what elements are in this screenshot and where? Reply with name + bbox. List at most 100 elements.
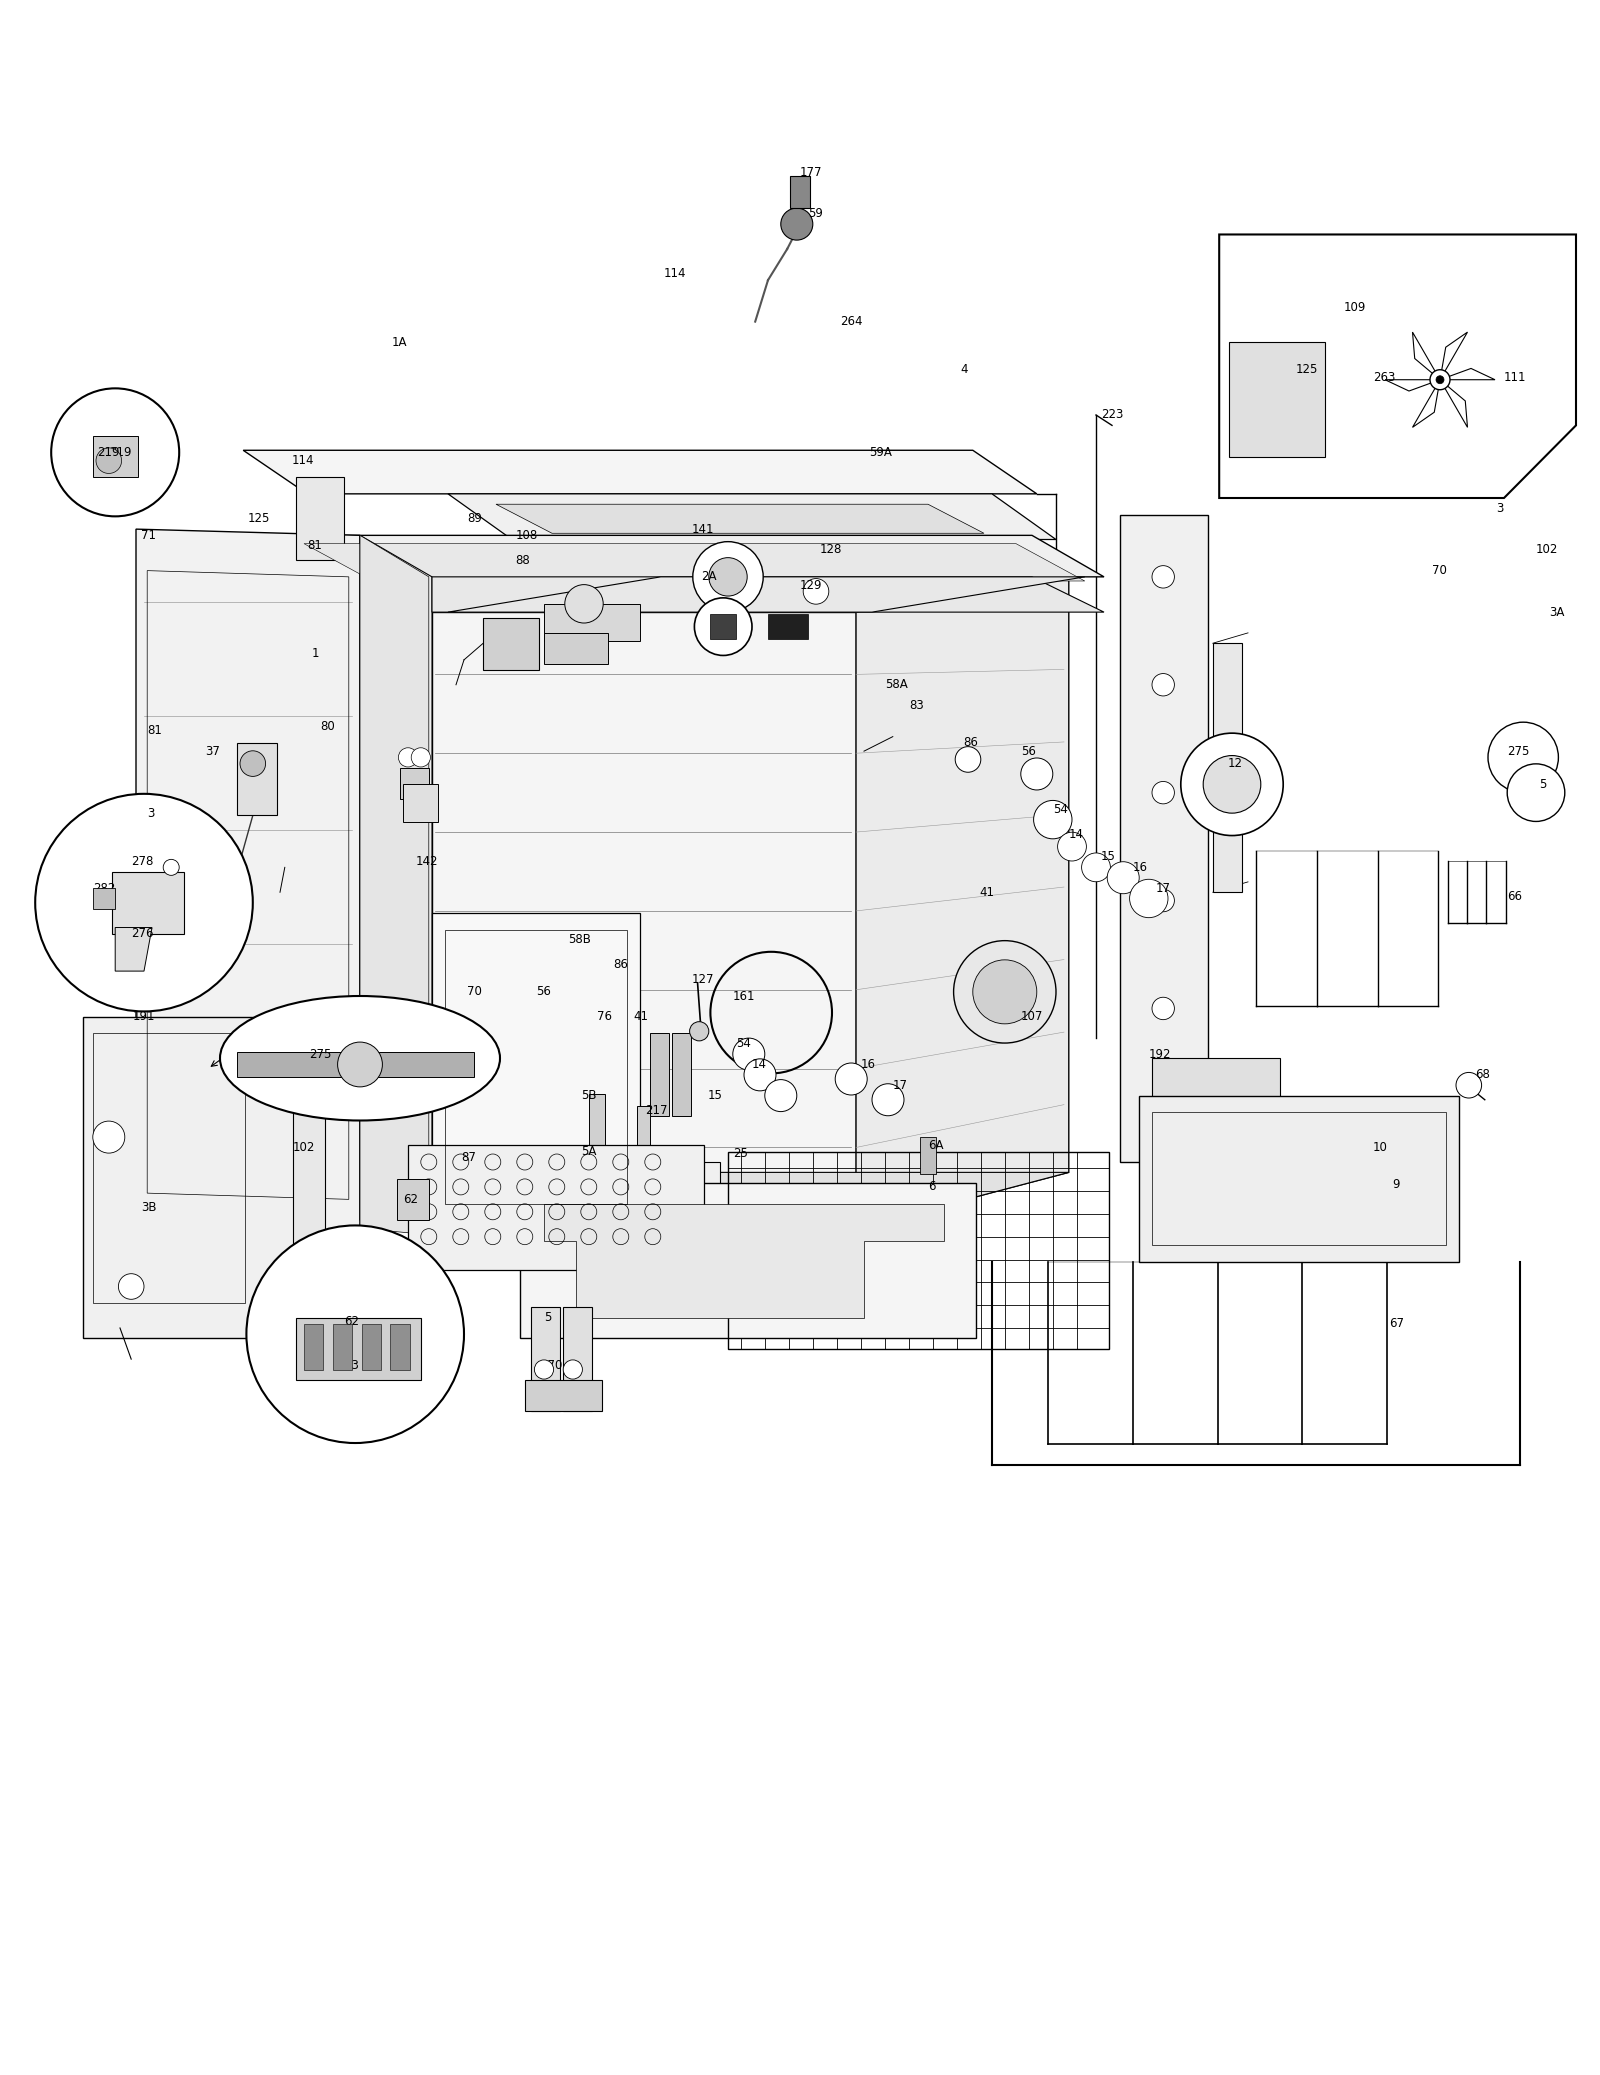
Polygon shape — [115, 928, 152, 971]
Circle shape — [1152, 566, 1174, 587]
Text: 86: 86 — [613, 959, 627, 971]
Circle shape — [955, 747, 981, 772]
Circle shape — [1152, 998, 1174, 1019]
Bar — [790, 176, 810, 208]
Bar — [293, 1017, 325, 1338]
Text: 25: 25 — [733, 1147, 747, 1160]
Text: 263: 263 — [1373, 371, 1395, 384]
Text: 5: 5 — [544, 1311, 552, 1324]
Circle shape — [690, 1021, 709, 1042]
Circle shape — [1082, 853, 1110, 882]
Text: 15: 15 — [1101, 851, 1115, 863]
Text: 76: 76 — [597, 1011, 611, 1023]
Polygon shape — [1413, 332, 1440, 380]
Circle shape — [534, 1359, 554, 1380]
Polygon shape — [136, 529, 360, 1235]
Circle shape — [1507, 764, 1565, 822]
Circle shape — [1152, 782, 1174, 803]
Text: 86: 86 — [963, 737, 978, 749]
Polygon shape — [1413, 380, 1440, 427]
Circle shape — [954, 940, 1056, 1044]
Text: 219: 219 — [98, 446, 120, 459]
Text: 15: 15 — [707, 1089, 722, 1102]
Bar — [589, 1094, 605, 1145]
Polygon shape — [1440, 380, 1467, 427]
Circle shape — [338, 1042, 382, 1087]
Bar — [408, 1145, 704, 1270]
Text: 114: 114 — [291, 454, 314, 467]
Polygon shape — [288, 535, 1104, 577]
Circle shape — [1203, 755, 1261, 813]
Text: 83: 83 — [909, 699, 923, 712]
Text: 56: 56 — [536, 986, 550, 998]
Text: 3A: 3A — [1549, 606, 1565, 618]
Polygon shape — [496, 504, 984, 533]
Bar — [403, 784, 438, 822]
Polygon shape — [1440, 369, 1494, 380]
Circle shape — [1430, 369, 1450, 390]
Circle shape — [973, 961, 1037, 1023]
Circle shape — [118, 1274, 144, 1299]
Bar — [637, 1106, 650, 1158]
Text: 9: 9 — [1392, 1179, 1400, 1191]
Text: 223: 223 — [1101, 409, 1123, 421]
Text: 70: 70 — [1432, 564, 1446, 577]
Circle shape — [1437, 376, 1443, 384]
Circle shape — [1058, 832, 1086, 861]
Bar — [237, 1052, 474, 1077]
Bar — [400, 768, 429, 799]
Text: 12: 12 — [1227, 757, 1242, 770]
Bar — [483, 618, 539, 670]
Bar — [93, 888, 115, 909]
Text: 4: 4 — [960, 363, 968, 376]
Circle shape — [51, 388, 179, 517]
Circle shape — [872, 1083, 904, 1116]
Bar — [83, 1017, 320, 1338]
Text: 17: 17 — [893, 1079, 907, 1091]
Text: 217: 217 — [645, 1104, 667, 1116]
Text: 71: 71 — [141, 529, 155, 542]
Text: 108: 108 — [515, 529, 538, 542]
Text: 6: 6 — [928, 1181, 936, 1193]
Circle shape — [1488, 722, 1558, 793]
Bar — [397, 1179, 429, 1220]
Text: 191: 191 — [133, 1011, 155, 1023]
Bar — [1213, 643, 1242, 892]
Bar — [237, 743, 277, 815]
Circle shape — [246, 1226, 464, 1442]
Circle shape — [565, 585, 603, 622]
Circle shape — [765, 1079, 797, 1112]
Polygon shape — [520, 1183, 976, 1338]
Text: 3: 3 — [1496, 502, 1504, 515]
Circle shape — [1107, 861, 1139, 894]
Circle shape — [835, 1062, 867, 1096]
Text: 109: 109 — [1344, 301, 1366, 313]
Polygon shape — [1440, 332, 1467, 380]
Polygon shape — [304, 544, 1085, 581]
Text: 41: 41 — [979, 886, 994, 898]
Polygon shape — [360, 535, 429, 1235]
Text: 16: 16 — [861, 1058, 875, 1071]
Text: 278: 278 — [131, 855, 154, 867]
Text: 54: 54 — [1053, 803, 1067, 815]
Text: 275: 275 — [309, 1048, 331, 1060]
Bar — [112, 872, 184, 934]
Text: 14: 14 — [1069, 828, 1083, 840]
Text: 3: 3 — [147, 807, 155, 820]
Bar — [304, 1324, 323, 1370]
Text: 276: 276 — [131, 928, 154, 940]
Text: 66: 66 — [1507, 890, 1522, 903]
Bar — [296, 477, 344, 560]
Bar — [1152, 1112, 1446, 1245]
Bar — [544, 633, 608, 664]
Text: 80: 80 — [320, 720, 334, 732]
Circle shape — [1034, 801, 1072, 838]
Circle shape — [704, 575, 736, 608]
Text: 170: 170 — [541, 1359, 563, 1372]
Text: 1A: 1A — [392, 336, 408, 349]
Ellipse shape — [221, 996, 499, 1120]
Text: 6A: 6A — [928, 1139, 944, 1152]
Text: 142: 142 — [416, 855, 438, 867]
Circle shape — [709, 558, 747, 596]
Circle shape — [1021, 757, 1053, 791]
